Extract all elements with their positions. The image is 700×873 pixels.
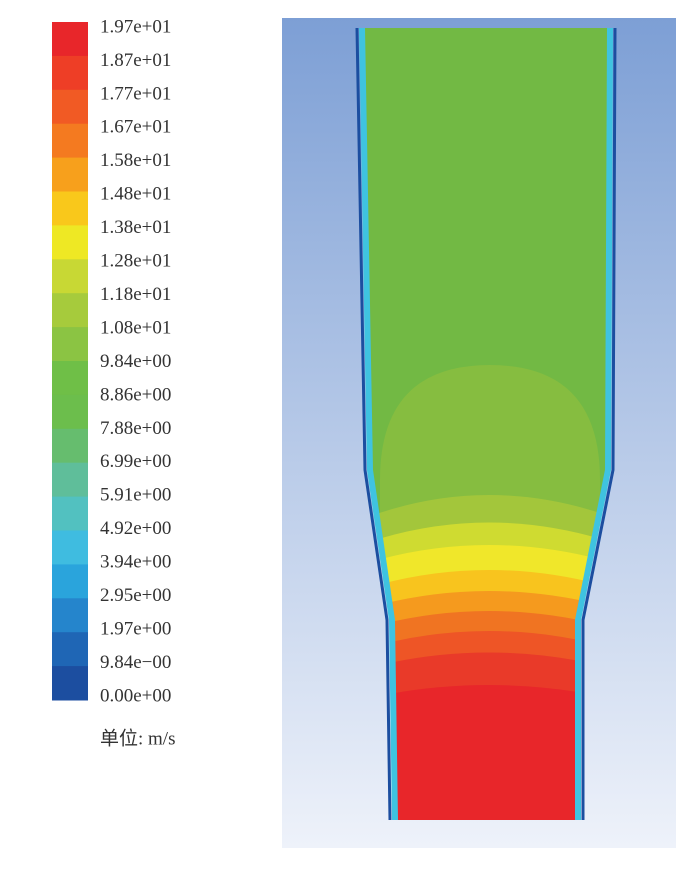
colorbar-label: 1.38e+01 xyxy=(100,217,171,238)
colorbar-label: 7.88e+00 xyxy=(100,418,171,439)
colorbar-label: 9.84e+00 xyxy=(100,351,171,372)
colorbar-label: 1.08e+01 xyxy=(100,317,171,338)
colorbar-label: 1.87e+01 xyxy=(100,50,171,71)
color-swatch xyxy=(52,55,88,91)
color-swatch xyxy=(52,632,88,667)
color-swatch xyxy=(52,22,88,57)
colorbar-label: 1.97e+00 xyxy=(100,618,171,639)
color-swatch xyxy=(52,530,88,565)
wall xyxy=(355,27,392,821)
color-swatch xyxy=(52,428,88,464)
color-swatch xyxy=(52,293,88,328)
contour-plot xyxy=(282,18,676,848)
color-swatch xyxy=(52,191,88,226)
color-swatch xyxy=(52,598,88,633)
wall-layer xyxy=(575,27,613,820)
color-swatch xyxy=(52,157,88,192)
color-swatch xyxy=(52,123,88,159)
colorbar-label: 1.77e+01 xyxy=(100,83,171,104)
colorbar-label: 4.92e+00 xyxy=(100,518,171,539)
colorbar-label: 1.28e+01 xyxy=(100,251,171,272)
velocity-bands xyxy=(362,365,610,820)
color-swatch xyxy=(52,361,88,396)
color-swatch xyxy=(52,564,88,599)
color-swatch xyxy=(52,496,88,531)
color-swatch xyxy=(52,462,88,498)
color-swatch xyxy=(52,666,88,701)
color-swatch xyxy=(52,225,88,260)
colorbar-label: 1.48e+01 xyxy=(100,184,171,205)
colorbar-label: 1.18e+01 xyxy=(100,284,171,305)
colorbar: 1.97e+01 1.87e+01 1.77e+01 1.67e+01 1.58e+01… xyxy=(52,16,171,706)
colorbar-label: 3.94e+00 xyxy=(100,552,171,573)
colorbar-label: 1.67e+01 xyxy=(100,117,171,138)
color-swatch xyxy=(52,327,88,362)
color-swatch xyxy=(52,259,88,294)
wall xyxy=(581,27,617,820)
colorbar-label: 9.84e−00 xyxy=(100,652,171,673)
colorbar-label: 1.97e+01 xyxy=(100,16,171,37)
color-swatch xyxy=(52,394,88,430)
colorbar-label: 0.00e+00 xyxy=(100,685,171,706)
color-swatch xyxy=(52,89,88,125)
colorbar-label: 2.95e+00 xyxy=(100,585,171,606)
unit-label: 单位: m/s xyxy=(100,727,175,749)
colorbar-label: 6.99e+00 xyxy=(100,451,171,472)
colorbar-label: 5.91e+00 xyxy=(100,485,171,506)
colorbar-label: 8.86e+00 xyxy=(100,384,171,405)
colorbar-label: 1.58e+01 xyxy=(100,150,171,171)
wall-layer xyxy=(359,27,398,821)
